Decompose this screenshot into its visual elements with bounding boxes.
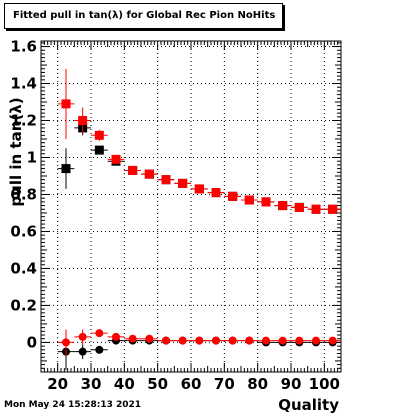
data-point bbox=[294, 202, 304, 212]
x-tick-label: 30 bbox=[81, 375, 102, 393]
data-point bbox=[312, 336, 320, 345]
data-point bbox=[111, 154, 121, 164]
title-box: Fitted pull in tan(λ) for Global Rec Pio… bbox=[4, 3, 283, 29]
data-point bbox=[95, 329, 104, 338]
data-point bbox=[211, 188, 221, 198]
x-tick-label: 40 bbox=[114, 375, 135, 393]
data-point bbox=[262, 336, 270, 345]
x-axis-label: Quality bbox=[278, 396, 339, 414]
data-point bbox=[94, 130, 104, 140]
x-tick-label: 90 bbox=[281, 375, 302, 393]
data-point bbox=[195, 336, 204, 345]
data-point bbox=[295, 336, 304, 345]
series-4 bbox=[57, 329, 341, 356]
data-point bbox=[244, 195, 254, 205]
y-axis-label: pull in tan(λ) bbox=[7, 97, 25, 206]
x-tick-label: 60 bbox=[181, 375, 202, 393]
y-tick-label: 0 bbox=[27, 333, 37, 351]
data-point bbox=[61, 99, 71, 109]
y-tick-label: 1.4 bbox=[10, 75, 37, 93]
data-point bbox=[328, 204, 338, 214]
axes bbox=[40, 40, 342, 373]
data-point bbox=[162, 336, 170, 345]
series-2 bbox=[57, 68, 341, 214]
data-point bbox=[278, 336, 287, 345]
chart-title: Fitted pull in tan(λ) for Global Rec Pio… bbox=[13, 10, 276, 21]
data-point bbox=[178, 178, 188, 188]
y-tick-label: 0.6 bbox=[10, 222, 37, 240]
data-point bbox=[94, 145, 104, 155]
data-point bbox=[228, 336, 237, 345]
data-point bbox=[212, 336, 220, 345]
data-point bbox=[194, 184, 204, 194]
x-tick-label: 70 bbox=[214, 375, 235, 393]
data-point bbox=[78, 116, 88, 126]
data-points bbox=[57, 68, 341, 371]
data-point bbox=[61, 164, 71, 174]
y-tick-label: 1.2 bbox=[10, 112, 37, 130]
data-point bbox=[95, 345, 104, 354]
data-point bbox=[261, 197, 271, 207]
data-point bbox=[278, 201, 288, 211]
data-point bbox=[128, 165, 138, 175]
y-tick-label: 1.6 bbox=[10, 38, 37, 56]
y-tick-label: 0.8 bbox=[10, 185, 37, 203]
data-point bbox=[228, 191, 238, 201]
x-tick-label: 80 bbox=[247, 375, 268, 393]
timestamp-footer: Mon May 24 15:28:13 2021 bbox=[4, 400, 142, 410]
data-point bbox=[311, 204, 321, 214]
x-tick-label: 100 bbox=[309, 375, 340, 393]
data-point bbox=[178, 336, 187, 345]
data-point bbox=[144, 169, 154, 179]
y-tick-label: 0.2 bbox=[10, 296, 37, 314]
x-tick-label: 50 bbox=[147, 375, 168, 393]
data-point bbox=[112, 332, 120, 341]
data-point bbox=[78, 347, 87, 356]
data-point bbox=[328, 336, 337, 345]
data-point bbox=[145, 334, 154, 343]
data-point bbox=[128, 334, 137, 343]
data-point bbox=[161, 175, 171, 185]
x-tick-label: 20 bbox=[47, 375, 68, 393]
y-tick-label: 1 bbox=[27, 148, 37, 166]
data-point bbox=[62, 338, 70, 347]
data-point bbox=[245, 336, 254, 345]
tick-labels: 20 30 40 50 60 70 80 90 100 0 0.2 0.4 0.6 0.8 1 1.2 1.4 1… bbox=[10, 38, 340, 393]
data-point bbox=[78, 332, 87, 341]
y-tick-label: 0.4 bbox=[10, 259, 37, 277]
